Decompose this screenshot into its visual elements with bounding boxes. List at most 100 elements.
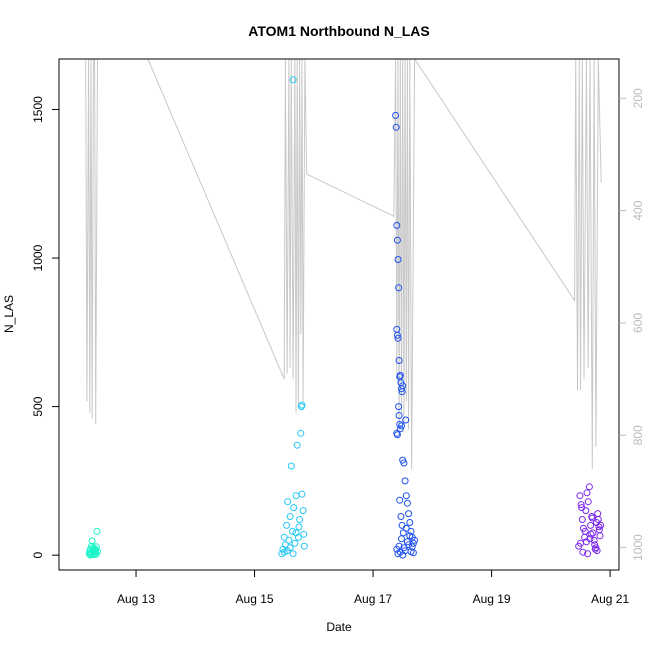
data-point	[394, 334, 402, 342]
data-point	[298, 401, 306, 409]
x-tick-label: Aug 15	[236, 592, 274, 606]
data-point	[296, 516, 304, 523]
data-point	[93, 527, 101, 535]
data-point	[395, 357, 403, 364]
data-point	[577, 501, 585, 509]
data-point	[578, 516, 586, 523]
data-point	[397, 513, 405, 520]
data-point	[398, 422, 405, 430]
data-point	[291, 539, 299, 547]
data-point	[290, 504, 298, 512]
plot-frame	[58, 58, 620, 571]
data-point	[398, 535, 405, 543]
data-point	[289, 527, 296, 535]
y2-tick-label: 800	[631, 425, 645, 445]
x-tick-label: Aug 19	[473, 592, 511, 606]
data-point	[289, 76, 297, 84]
data-point	[399, 529, 407, 537]
data-point	[592, 544, 600, 552]
data-point	[409, 549, 417, 557]
y-tick-label: 0	[31, 551, 45, 558]
x-tick-label: Aug 13	[117, 592, 155, 606]
data-point	[284, 498, 292, 506]
x-axis-label: Date	[326, 620, 352, 634]
x-tick-label: Aug 17	[354, 592, 392, 606]
x-axis: Aug 13 Aug 15 Aug 17 Aug 19 Aug 21	[117, 570, 629, 606]
data-point	[590, 536, 598, 544]
data-point	[594, 516, 602, 523]
x-tick-label: Aug 21	[591, 592, 629, 606]
data-point	[576, 492, 584, 500]
y-axis: 0 500 1000 1500	[31, 96, 59, 558]
data-point	[585, 483, 593, 491]
data-point	[285, 536, 293, 544]
data-point	[92, 543, 100, 551]
data-point	[295, 523, 303, 531]
data-point	[596, 532, 604, 540]
data-point	[396, 420, 404, 428]
data-point	[392, 111, 400, 119]
data-point	[587, 521, 595, 529]
data-point	[396, 371, 404, 379]
data-point	[283, 521, 291, 529]
grey-line-series	[85, 57, 602, 469]
grey-series-line	[85, 57, 602, 469]
data-point	[86, 551, 94, 559]
data-point	[287, 462, 295, 470]
data-point	[298, 490, 306, 498]
data-point	[300, 530, 308, 538]
chart-title: ATOM1 Northbound N_LAS	[248, 23, 429, 39]
data-point	[399, 382, 407, 390]
data-point	[406, 532, 414, 540]
data-point	[406, 519, 414, 526]
data-point	[584, 550, 592, 558]
data-point	[594, 510, 602, 518]
data-point	[403, 499, 411, 507]
y-axis-label: N_LAS	[2, 295, 16, 333]
data-point	[402, 492, 410, 500]
data-point	[584, 498, 592, 506]
data-point	[393, 221, 401, 229]
y2-axis: 200 400 600 800 1000	[619, 88, 645, 561]
data-point	[393, 236, 401, 244]
data-point	[300, 542, 308, 550]
y2-tick-label: 1000	[631, 534, 645, 561]
data-point	[405, 541, 413, 549]
data-point	[299, 507, 307, 515]
data-point	[88, 537, 96, 545]
data-point	[582, 507, 590, 515]
data-point	[286, 544, 294, 552]
data-point	[393, 331, 401, 339]
scatter-points	[85, 76, 605, 559]
data-point	[293, 441, 301, 449]
data-point	[581, 527, 589, 535]
data-point	[292, 492, 300, 500]
data-point	[405, 510, 413, 518]
data-point	[297, 429, 305, 437]
data-point	[597, 521, 605, 529]
data-point	[595, 526, 603, 534]
data-point	[289, 550, 297, 558]
data-point	[395, 284, 403, 292]
data-point	[401, 477, 409, 485]
data-point	[392, 123, 400, 131]
y-tick-label: 1000	[31, 244, 45, 271]
data-point	[88, 550, 96, 558]
y-tick-label: 1500	[31, 96, 45, 123]
data-point	[582, 538, 590, 546]
data-point	[395, 412, 403, 419]
data-point	[583, 489, 591, 497]
data-point	[394, 256, 402, 263]
data-point	[402, 416, 410, 424]
data-point	[395, 403, 403, 411]
data-point	[292, 529, 300, 537]
data-point	[400, 459, 408, 467]
data-point	[286, 513, 294, 520]
data-point	[411, 536, 419, 544]
y-tick-label: 500	[31, 396, 45, 416]
data-point	[595, 523, 603, 531]
data-point	[589, 529, 597, 537]
data-point	[396, 496, 404, 504]
y2-tick-label: 600	[631, 313, 645, 333]
